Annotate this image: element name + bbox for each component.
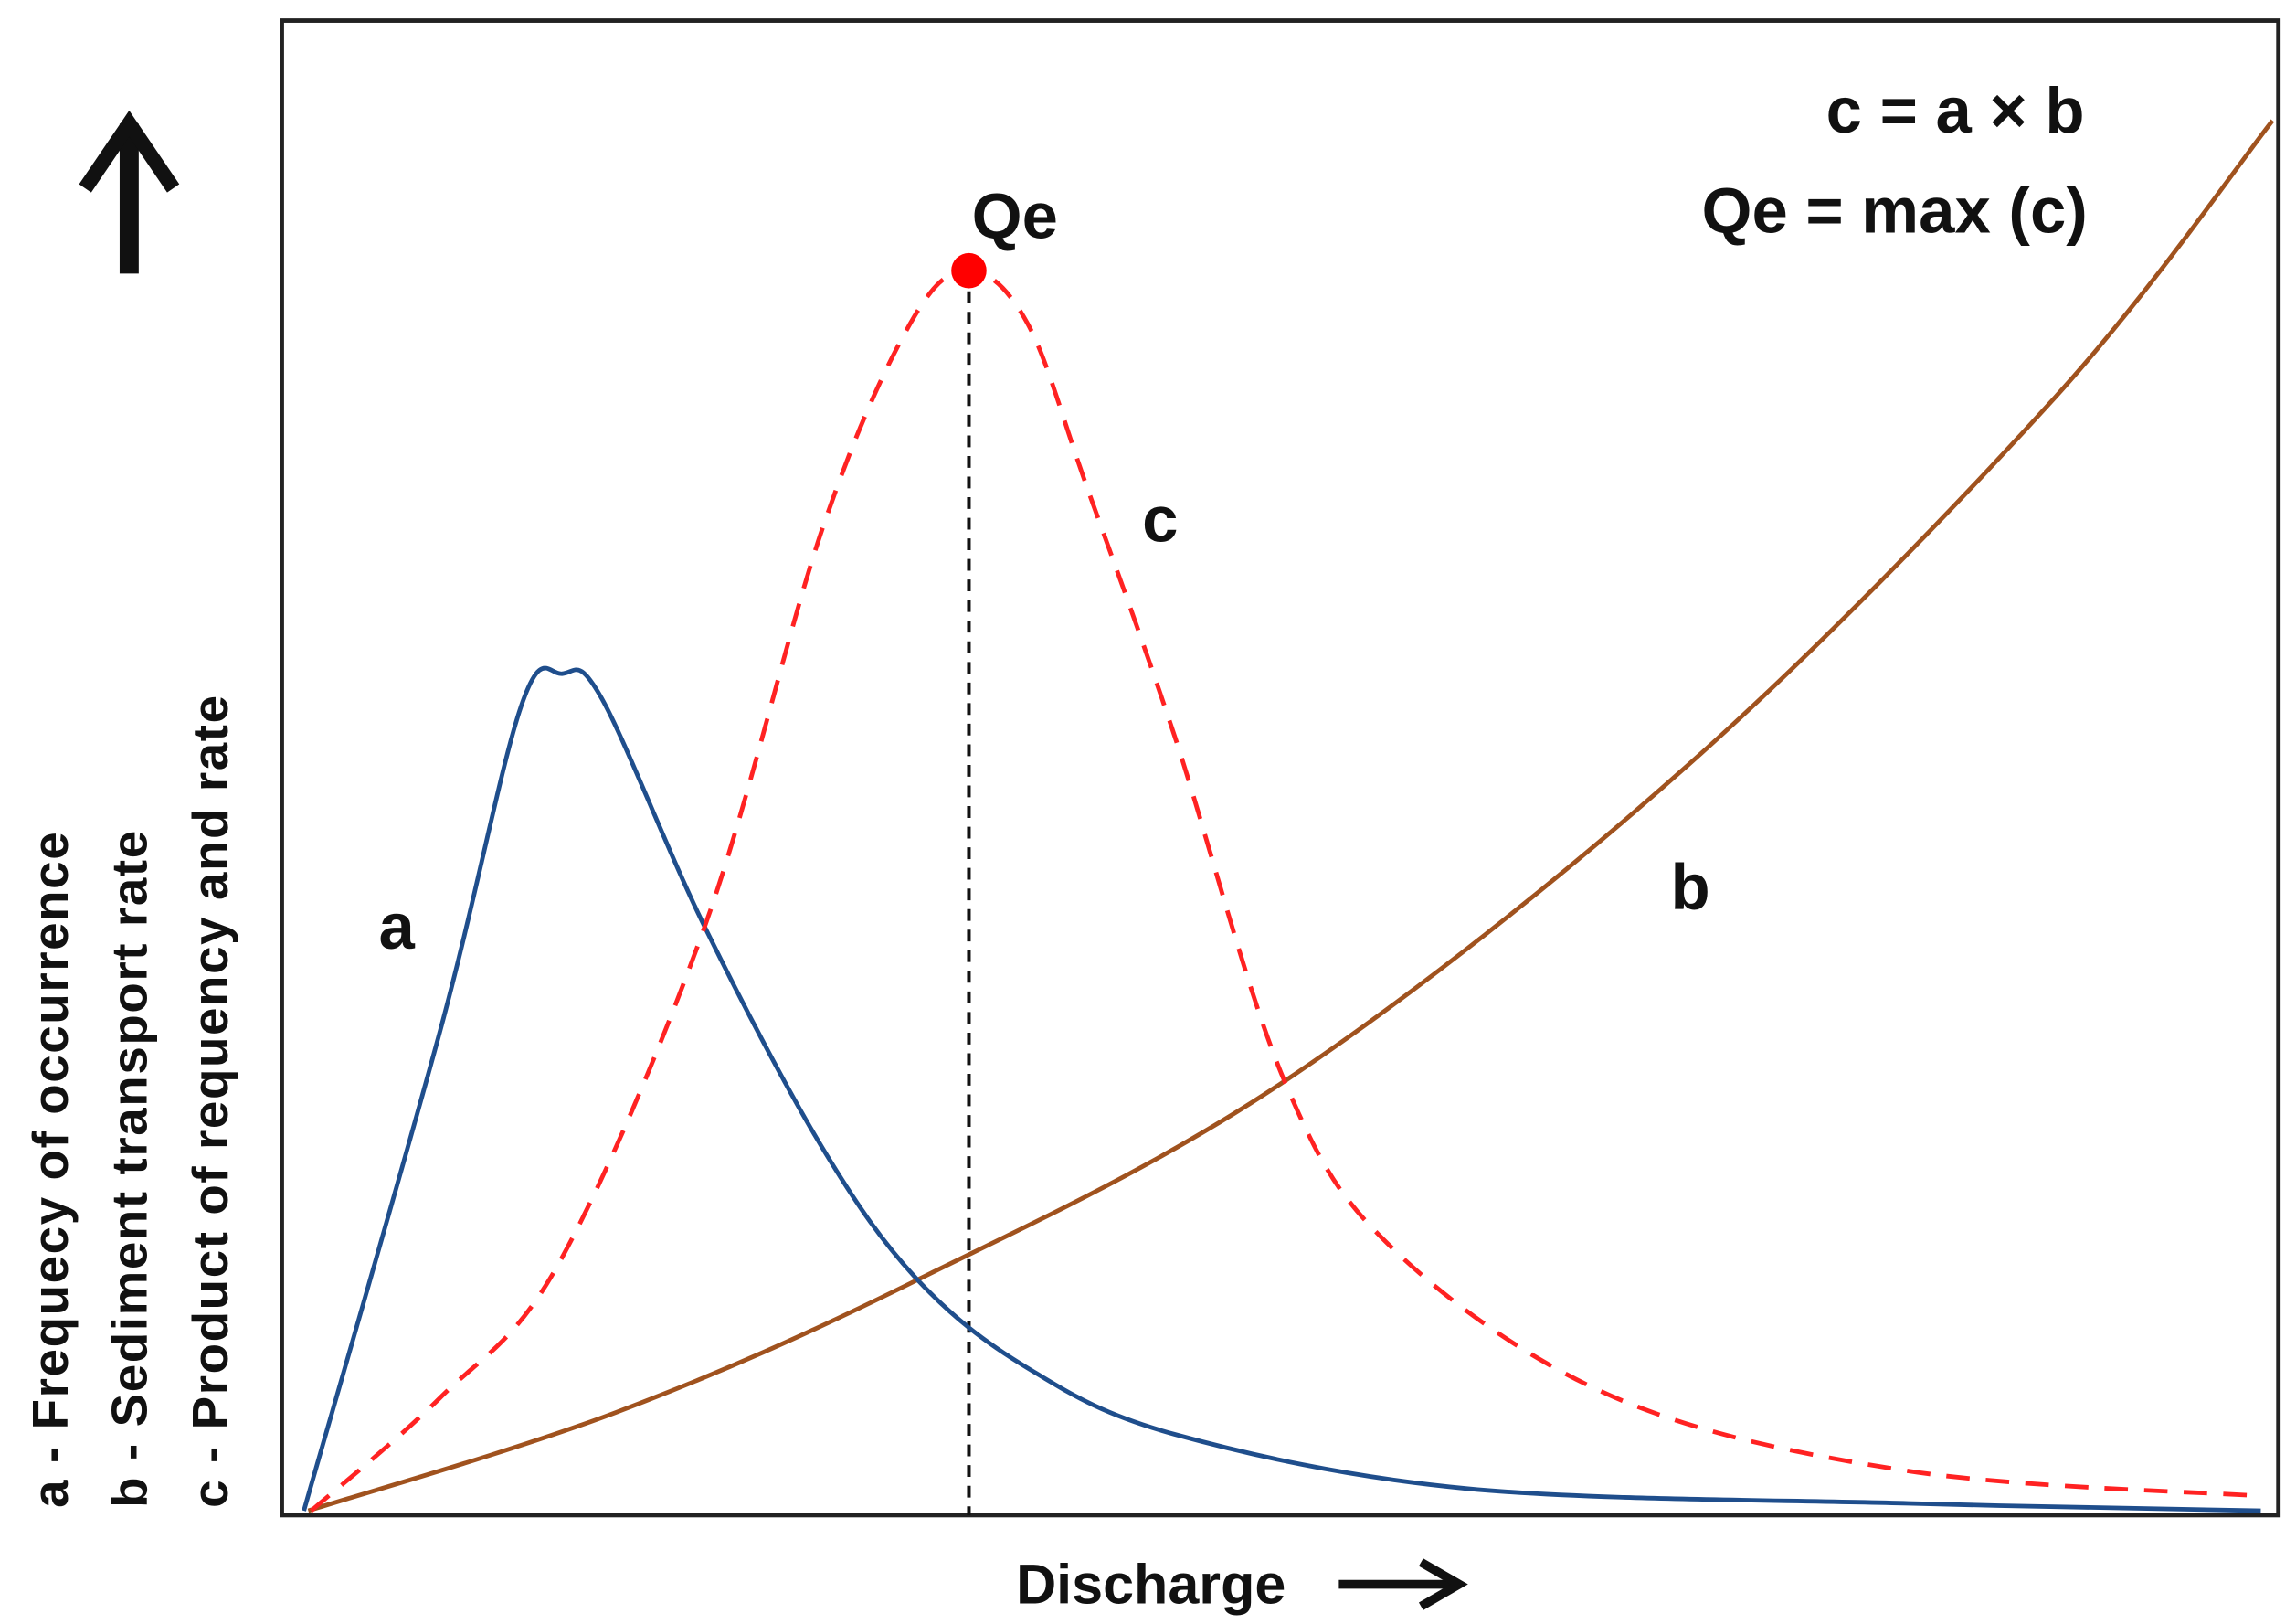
definition: Qe = max (c) — [1701, 174, 2087, 246]
curve-c — [310, 268, 2261, 1513]
curve-a-label: a — [379, 890, 416, 962]
curves — [302, 119, 2275, 1513]
x-arrow — [1338, 1558, 1468, 1610]
peak-point — [951, 252, 987, 289]
y-axis-label: b - Sediment transport rate — [102, 829, 158, 1508]
y-arrow — [79, 110, 180, 274]
peak-label: Qe — [972, 180, 1058, 252]
curve-c-label: c — [1142, 483, 1178, 555]
curve-b — [307, 119, 2275, 1513]
curve-a — [302, 665, 2261, 1513]
y-axis-label: c - Product of requency and rate — [183, 694, 238, 1507]
x-axis-label: Discharge — [1016, 1553, 1286, 1615]
curve-b-label: b — [1671, 851, 1710, 923]
y-axis-label: a - Frequecy of occurrence — [23, 831, 79, 1508]
plot-frame — [280, 18, 2281, 1518]
equation: c = a × b — [1826, 74, 2085, 146]
